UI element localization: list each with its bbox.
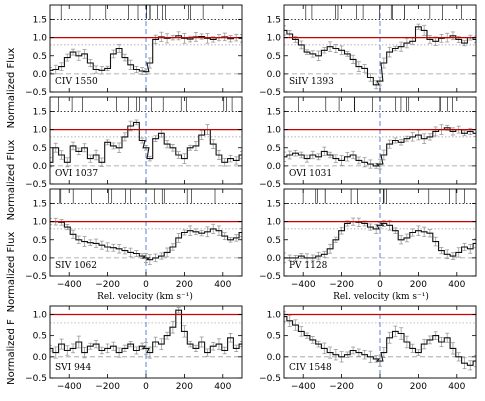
spectrum-line <box>284 316 476 366</box>
x-tick-label: 0 <box>143 382 149 392</box>
x-tick-label: 400 <box>214 382 231 392</box>
spectrum-line <box>50 221 242 261</box>
y-tick-label: 0.5 <box>267 236 281 246</box>
panel-plot-area <box>284 97 476 184</box>
x-tick-label: −400 <box>291 382 316 392</box>
y-tick-label: 1.5 <box>33 200 47 210</box>
y-tick-label: 1.5 <box>267 108 281 118</box>
x-tick-label: −400 <box>291 280 316 290</box>
panel-plot-area <box>284 189 476 276</box>
y-tick-label: 1.0 <box>267 310 282 320</box>
panel-8: −0.5 0.0 0.5 1.0 −400 −200 0 200 400 CIV 1548 <box>259 305 477 392</box>
spectrum-line <box>284 221 476 259</box>
panel-7: −0.5 0.0 0.5 1.0 −400 −200 0 200 400 SVI 944 <box>25 305 243 392</box>
y-tick-label: 1.5 <box>33 108 47 118</box>
panel-plot-area <box>50 5 242 92</box>
x-tick-label: 0 <box>377 280 383 290</box>
x-tick-label: −200 <box>95 280 120 290</box>
ion-label: PV 1128 <box>289 261 328 271</box>
ion-label: OVI 1037 <box>55 169 98 179</box>
panel-plot-area <box>50 306 242 378</box>
x-tick-label: 0 <box>143 280 149 290</box>
panel-6: −0.5 0.0 0.5 1.0 1.5 −400 −200 0 200 400 PV 1128 <box>259 188 477 290</box>
y-tick-label: 1.5 <box>267 16 281 26</box>
ylabel-row1: Normalized Flux <box>6 48 17 129</box>
ion-label: OVI 1031 <box>289 169 332 179</box>
x-tick-label: 0 <box>377 382 383 392</box>
x-tick-label: 200 <box>176 280 193 290</box>
y-tick-label: 1.5 <box>33 16 47 26</box>
y-tick-label: 1.0 <box>33 218 48 228</box>
y-tick-label: 1.5 <box>267 200 281 210</box>
panel-plot-area <box>284 5 476 92</box>
x-tick-label: 200 <box>176 382 193 392</box>
y-tick-label: 0.5 <box>33 332 47 342</box>
y-tick-label: 1.0 <box>267 126 282 136</box>
panel-2: −0.5 0.0 0.5 1.0 1.5 SiIV 1393 <box>259 4 477 98</box>
ion-label: CIV 1548 <box>289 363 332 373</box>
x-tick-label: −200 <box>329 280 354 290</box>
spectrum-line <box>50 309 242 354</box>
y-tick-label: −0.5 <box>25 88 47 98</box>
panel-1: −0.5 0.0 0.5 1.0 1.5 CIV 1550 <box>25 4 243 98</box>
x-tick-label: −400 <box>57 382 82 392</box>
ion-label: SIV 1062 <box>55 261 97 271</box>
y-tick-label: 0.0 <box>267 162 282 172</box>
y-tick-label: 1.0 <box>267 34 282 44</box>
ion-label: SVI 944 <box>55 363 92 373</box>
y-tick-label: −0.5 <box>259 88 281 98</box>
panel-4: −0.5 0.0 0.5 1.0 1.5 OVI 1031 <box>259 96 477 190</box>
y-tick-label: 0.5 <box>267 52 281 62</box>
y-tick-label: 0.0 <box>267 254 282 264</box>
panel-plot-area <box>50 97 242 184</box>
ylabel-row4: Normalized F <box>6 319 17 385</box>
y-tick-label: 0.0 <box>33 70 48 80</box>
y-tick-label: 0.5 <box>33 52 47 62</box>
y-tick-label: −0.5 <box>25 180 47 190</box>
y-tick-label: 0.5 <box>267 144 281 154</box>
y-tick-label: 0.0 <box>33 254 48 264</box>
xlabel-right: Rel. velocity (km s⁻¹) <box>333 291 429 302</box>
y-tick-label: 0.0 <box>33 162 48 172</box>
y-tick-label: 1.0 <box>33 126 48 136</box>
x-tick-label: 200 <box>410 280 427 290</box>
y-tick-label: −0.5 <box>25 272 47 282</box>
panel-5: −0.5 0.0 0.5 1.0 1.5 −400 −200 0 200 400 SIV 1062 <box>25 188 243 290</box>
spectrum-line <box>50 121 242 163</box>
panel-grid: −0.5 0.0 0.5 1.0 1.5 CIV 1550 −0.5 0.0 0.5 1.0 1.5… <box>25 4 477 392</box>
panel-3: −0.5 0.0 0.5 1.0 1.5 OVI 1037 <box>25 96 243 190</box>
x-tick-label: 400 <box>448 280 465 290</box>
spectrum-line <box>284 127 476 167</box>
ylabel-row3: Normalized Flux <box>6 232 17 313</box>
x-tick-label: 400 <box>214 280 231 290</box>
x-tick-label: 200 <box>410 382 427 392</box>
y-tick-label: 0.0 <box>267 70 282 80</box>
y-tick-label: 0.5 <box>33 144 47 154</box>
y-tick-label: 1.0 <box>267 218 282 228</box>
y-tick-label: 0.5 <box>33 236 47 246</box>
y-tick-label: −0.5 <box>259 374 281 384</box>
panel-plot-area <box>50 189 242 276</box>
ion-label: CIV 1550 <box>55 77 98 87</box>
y-tick-label: −0.5 <box>259 180 281 190</box>
y-tick-label: −0.5 <box>259 272 281 282</box>
xlabel-left: Rel. velocity (km s⁻¹) <box>97 291 193 302</box>
ylabel-row2: Normalized Flux <box>6 140 17 221</box>
y-tick-label: 1.0 <box>33 310 48 320</box>
x-tick-label: −400 <box>57 280 82 290</box>
spectrum-line <box>50 35 242 73</box>
ion-label: SiIV 1393 <box>289 77 334 87</box>
x-tick-label: 400 <box>448 382 465 392</box>
y-tick-label: 1.0 <box>33 34 48 44</box>
y-tick-label: 0.5 <box>267 332 281 342</box>
y-tick-label: −0.5 <box>25 374 47 384</box>
x-tick-label: −200 <box>95 382 120 392</box>
x-tick-label: −200 <box>329 382 354 392</box>
y-tick-label: 0.0 <box>267 353 282 363</box>
panel-plot-area <box>284 306 476 378</box>
y-tick-label: 0.0 <box>33 353 48 363</box>
